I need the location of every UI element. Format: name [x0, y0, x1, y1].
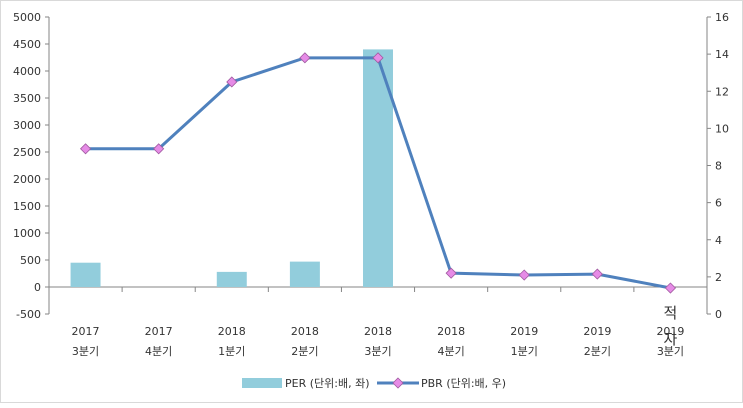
- left-tick-label: 4000: [13, 65, 41, 78]
- right-tick-label: 4: [715, 234, 722, 247]
- category-quarter-label: 1분기: [511, 345, 538, 358]
- pbr-marker: [591, 268, 603, 280]
- left-tick-label: 5000: [13, 11, 41, 24]
- right-tick-label: 8: [715, 160, 722, 173]
- left-tick-label: 3500: [13, 92, 41, 105]
- right-tick-label: 2: [715, 271, 722, 284]
- right-tick-label: 16: [715, 11, 729, 24]
- right-tick-label: 6: [715, 197, 722, 210]
- legend-label-pbr: PBR (단위:배, 우): [421, 377, 506, 390]
- per-bar: [289, 261, 320, 287]
- category-quarter-label: 4분기: [145, 345, 172, 358]
- category-year-label: 2019: [656, 325, 684, 338]
- per-bar: [216, 271, 247, 287]
- category-quarter-label: 2분기: [584, 345, 611, 358]
- pbr-marker: [445, 267, 457, 279]
- category-quarter-label: 1분기: [218, 345, 245, 358]
- category-year-label: 2018: [218, 325, 246, 338]
- category-quarter-label: 3분기: [72, 345, 99, 358]
- right-tick-label: 0: [715, 308, 722, 321]
- category-year-label: 2019: [510, 325, 538, 338]
- left-tick-label: 500: [20, 254, 41, 267]
- left-tick-label: 3000: [13, 119, 41, 132]
- left-tick-label: 4500: [13, 38, 41, 51]
- category-quarter-label: 3분기: [364, 345, 391, 358]
- left-tick-label: 0: [34, 281, 41, 294]
- category-year-label: 2019: [583, 325, 611, 338]
- pbr-marker: [79, 143, 92, 155]
- left-tick-label: 1000: [13, 227, 41, 240]
- pbr-marker: [664, 282, 677, 294]
- category-year-label: 2017: [145, 325, 173, 338]
- category-quarter-label: 2분기: [291, 345, 318, 358]
- right-tick-label: 14: [715, 48, 729, 61]
- legend-label-per: PER (단위:배, 좌): [285, 377, 370, 390]
- category-year-label: 2017: [72, 325, 100, 338]
- annotation-label: 적: [664, 304, 678, 322]
- category-year-label: 2018: [364, 325, 392, 338]
- legend-marker-pbr: [392, 377, 404, 389]
- category-year-label: 2018: [291, 325, 319, 338]
- pbr-marker: [153, 143, 165, 155]
- right-tick-label: 10: [715, 122, 729, 135]
- pbr-marker: [372, 52, 384, 64]
- pbr-marker: [518, 269, 530, 281]
- per-bar: [70, 262, 101, 287]
- category-quarter-label: 4분기: [437, 345, 464, 358]
- pbr-marker: [299, 52, 311, 64]
- left-tick-label: 1500: [13, 200, 41, 213]
- pbr-marker: [226, 76, 238, 88]
- left-tick-label: 2000: [13, 173, 41, 186]
- right-tick-label: 12: [715, 85, 729, 98]
- legend-swatch-per: [242, 378, 282, 388]
- category-quarter-label: 3분기: [657, 345, 684, 358]
- category-year-label: 2018: [437, 325, 465, 338]
- left-tick-label: -500: [16, 308, 41, 321]
- annotation-label: 자: [664, 330, 678, 348]
- left-tick-label: 2500: [13, 146, 41, 159]
